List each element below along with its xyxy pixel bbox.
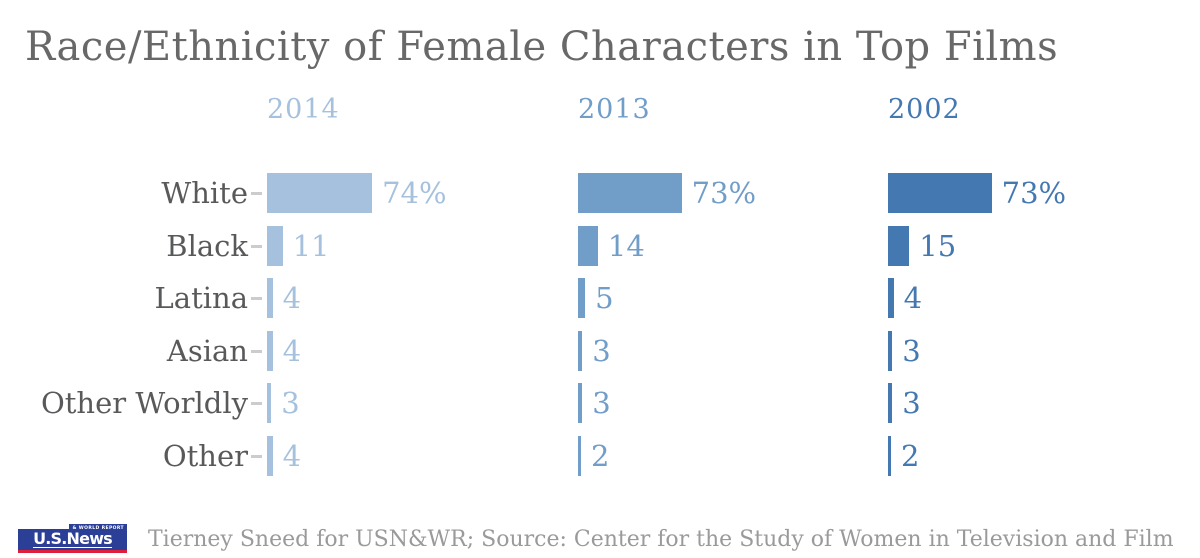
- bar-2013-other: [578, 435, 581, 476]
- bar-value-label-2014-black: 11: [292, 228, 330, 263]
- usnews-logo-subtext: & WORLD REPORT: [69, 524, 127, 533]
- chart-row-black: Black 11 14 15: [0, 225, 1200, 266]
- axis-tick-icon: [251, 402, 262, 405]
- usnews-logo-redbar: [18, 550, 127, 553]
- axis-tick-icon: [251, 349, 262, 353]
- bar-value-label-2002-black: 15: [919, 228, 957, 263]
- chart-title: Race/Ethnicity of Female Characters in T…: [25, 24, 1059, 70]
- bar-value-label-2014-latina: 4: [282, 281, 302, 315]
- axis-tick-icon: [251, 192, 262, 195]
- series-header-2002: 2002: [888, 94, 961, 125]
- bar-value-label-2002-other-worldly: 3: [902, 386, 921, 420]
- axis-tick-icon: [251, 297, 262, 300]
- bar-value-label-2013-latina: 5: [595, 281, 614, 315]
- bar-2002-other: [888, 435, 891, 476]
- bar-2002-latina: [888, 278, 894, 318]
- bar-2014-other: [267, 435, 273, 476]
- category-label-other-worldly: Other Worldly: [40, 386, 248, 420]
- category-label-black: Black: [166, 228, 248, 263]
- bar-2014-latina: [267, 278, 273, 318]
- bar-2014-asian: [267, 330, 273, 371]
- bar-value-label-2002-latina: 4: [903, 281, 923, 315]
- bar-2013-asian: [578, 330, 583, 371]
- bar-2002-asian: [888, 330, 893, 371]
- bar-value-label-2013-asian: 3: [592, 333, 611, 368]
- axis-tick-icon: [251, 244, 262, 248]
- bar-2002-white: [888, 173, 992, 213]
- axis-tick-icon: [251, 454, 262, 458]
- chart-row-white: White 74% 73% 73%: [0, 173, 1200, 213]
- bar-value-label-2013-black: 14: [607, 228, 645, 263]
- category-label-latina: Latina: [154, 281, 248, 315]
- bar-2013-black: [578, 225, 598, 266]
- chart-row-other-worldly: Other Worldly 3 3 3: [0, 383, 1200, 423]
- category-label-white: White: [161, 176, 248, 210]
- bar-value-label-2013-white: 73%: [691, 176, 757, 210]
- bar-value-label-2014-other-worldly: 3: [281, 386, 300, 420]
- bar-value-label-2002-white: 73%: [1001, 176, 1067, 210]
- bar-value-label-2014-white: 74%: [382, 176, 447, 210]
- chart-row-other: Other 4 2 2: [0, 435, 1200, 476]
- bar-value-label-2014-other: 4: [282, 438, 302, 473]
- bar-2014-white: [267, 173, 373, 213]
- category-label-asian: Asian: [166, 333, 248, 368]
- usnews-logo: & WORLD REPORT U.S.News: [18, 524, 127, 553]
- bar-value-label-2002-other: 2: [901, 438, 920, 473]
- bar-2013-white: [578, 173, 682, 213]
- usnews-logo-wordmark: U.S.News: [33, 528, 113, 549]
- series-header-2014: 2014: [267, 94, 340, 125]
- bar-2002-other-worldly: [888, 383, 893, 423]
- bar-2014-black: [267, 225, 283, 266]
- plot-area: White 74% 73% 73% Black 11 14 15 Latina 4 5 4 Asian 4…: [0, 173, 1200, 483]
- chart-row-latina: Latina 4 5 4: [0, 278, 1200, 318]
- bar-value-label-2013-other-worldly: 3: [592, 386, 611, 420]
- category-label-other: Other: [162, 438, 248, 473]
- bar-2013-latina: [578, 278, 586, 318]
- bar-2002-black: [888, 225, 910, 266]
- usnews-logo-box: U.S.News: [18, 529, 127, 550]
- bar-2013-other-worldly: [578, 383, 583, 423]
- bar-value-label-2002-asian: 3: [902, 333, 921, 368]
- chart-row-asian: Asian 4 3 3: [0, 330, 1200, 371]
- bar-value-label-2014-asian: 4: [282, 333, 302, 368]
- bar-value-label-2013-other: 2: [591, 438, 610, 473]
- bar-2014-other-worldly: [267, 383, 272, 423]
- series-header-2013: 2013: [578, 94, 651, 125]
- source-credit: Tierney Sneed for USN&WR; Source: Center…: [148, 527, 1174, 552]
